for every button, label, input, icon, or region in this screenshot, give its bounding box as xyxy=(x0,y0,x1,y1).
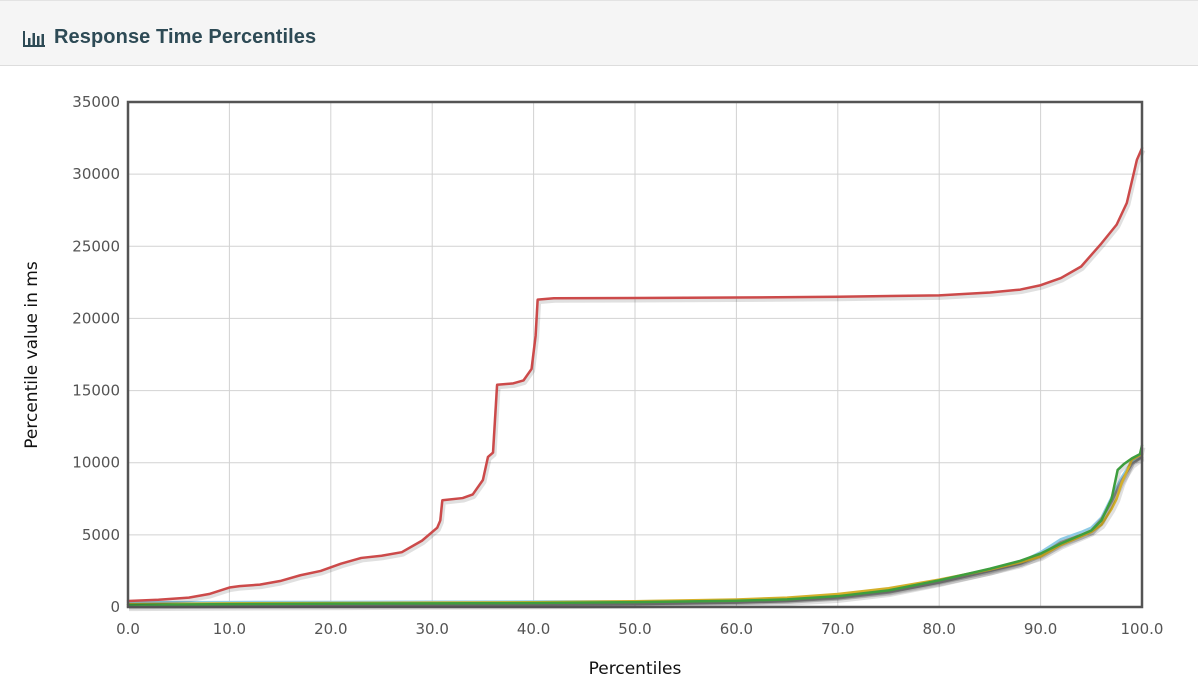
y-tick-label: 10000 xyxy=(72,454,120,472)
grid-lines xyxy=(128,102,1142,607)
x-tick-label: 50.0 xyxy=(618,620,651,638)
series-line-shadow xyxy=(128,456,1145,612)
x-tick-label: 80.0 xyxy=(922,620,955,638)
y-tick-label: 25000 xyxy=(72,237,120,255)
series-line-shadow xyxy=(128,149,1146,606)
y-tick-label: 35000 xyxy=(72,93,120,111)
plot-border xyxy=(126,100,1144,609)
y-tick-label: 15000 xyxy=(72,382,120,400)
y-tick-label: 20000 xyxy=(72,309,120,327)
panel-header: Response Time Percentiles xyxy=(0,0,1198,66)
x-tick-label: 60.0 xyxy=(720,620,753,638)
x-tick-label: 100.0 xyxy=(1121,620,1164,638)
series-line-shadow xyxy=(128,446,1146,610)
percentiles-chart: 0.0 10.0 20.0 30.0 40.0 50.0 60.0 70.0 80.0 90.0 1… xyxy=(22,93,1163,679)
series-line xyxy=(126,444,1144,607)
bar-chart-icon xyxy=(23,31,45,47)
x-tick-label: 70.0 xyxy=(821,620,854,638)
y-axis-title: Percentile value in ms xyxy=(22,261,42,449)
x-tick-label: 20.0 xyxy=(314,620,347,638)
y-tick-label: 30000 xyxy=(72,165,120,183)
x-axis-title: Percentiles xyxy=(589,659,682,679)
series-lines xyxy=(126,146,1146,612)
x-tick-label: 0.0 xyxy=(116,620,140,638)
x-tick-label: 30.0 xyxy=(415,620,448,638)
x-tick-label: 10.0 xyxy=(213,620,246,638)
x-tick-label: 90.0 xyxy=(1024,620,1057,638)
y-tick-label: 5000 xyxy=(82,526,120,544)
y-tick-labels: 0 5000 10000 15000 20000 25000 30000 35000 xyxy=(72,93,120,616)
series-line-shadow xyxy=(128,453,1145,609)
series-line xyxy=(126,146,1144,603)
panel-title: Response Time Percentiles xyxy=(54,26,317,48)
x-tick-label: 40.0 xyxy=(517,620,550,638)
y-tick-label: 0 xyxy=(110,598,120,616)
x-tick-labels: 0.0 10.0 20.0 30.0 40.0 50.0 60.0 70.0 80.0 90.0 1… xyxy=(116,620,1163,638)
